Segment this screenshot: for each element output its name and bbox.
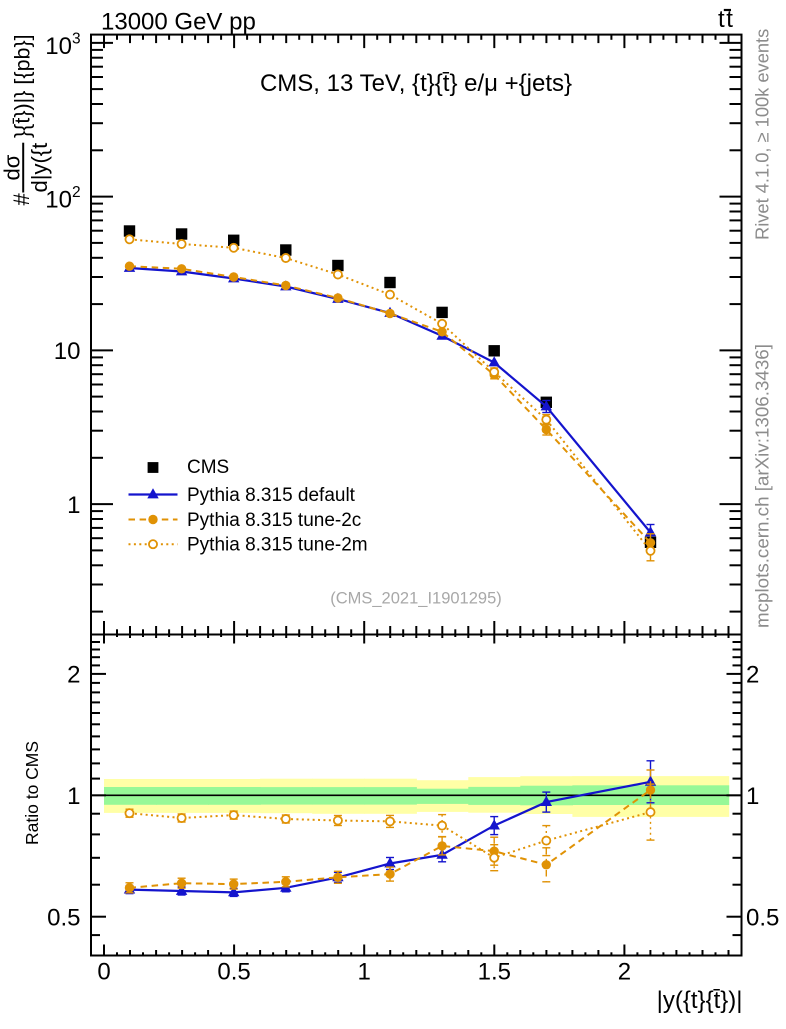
svg-text:CMS, 13 TeV, {t}{t̄} e/μ +{jet: CMS, 13 TeV, {t}{t̄} e/μ +{jets} <box>260 70 572 97</box>
svg-text:Pythia 8.315 default: Pythia 8.315 default <box>187 485 356 506</box>
svg-text:d|y({t: d|y({t <box>27 143 52 193</box>
svg-text:10: 10 <box>45 187 72 214</box>
svg-text:0: 0 <box>97 959 110 986</box>
svg-text:1: 1 <box>358 959 371 986</box>
svg-text:|y({t}{t̄})|: |y({t}{t̄})| <box>657 987 743 1014</box>
svg-text:1.5: 1.5 <box>478 959 511 986</box>
svg-text:t: t <box>726 6 733 33</box>
svg-text:2: 2 <box>618 959 631 986</box>
svg-text:Pythia 8.315 tune-2c: Pythia 8.315 tune-2c <box>187 510 361 531</box>
svg-text:10: 10 <box>45 33 72 60</box>
svg-text:0.5: 0.5 <box>47 904 80 931</box>
svg-text:2: 2 <box>72 184 81 201</box>
svg-text:t: t <box>718 6 725 33</box>
svg-text:#: # <box>9 193 34 206</box>
svg-text:mcplots.cern.ch [arXiv:1306.34: mcplots.cern.ch [arXiv:1306.3436] <box>752 344 773 628</box>
svg-text:1: 1 <box>67 492 80 519</box>
svg-text:dσ: dσ <box>0 154 25 180</box>
svg-text:(CMS_2021_I1901295): (CMS_2021_I1901295) <box>330 590 502 608</box>
svg-text:0.5: 0.5 <box>217 959 250 986</box>
svg-text:0.5: 0.5 <box>746 904 779 931</box>
svg-text:Ratio to CMS: Ratio to CMS <box>22 741 42 845</box>
svg-text:10: 10 <box>54 338 81 365</box>
svg-text:Pythia 8.315 tune-2m: Pythia 8.315 tune-2m <box>187 535 368 556</box>
svg-text:}{t̄})|} [{pb}]: }{t̄})|} [{pb}] <box>11 34 35 138</box>
svg-text:2: 2 <box>746 662 759 689</box>
svg-text:Rivet 4.1.0, ≥ 100k events: Rivet 4.1.0, ≥ 100k events <box>752 29 773 240</box>
svg-text:13000 GeV pp: 13000 GeV pp <box>101 8 256 35</box>
svg-text:CMS: CMS <box>187 457 229 478</box>
svg-text:3: 3 <box>72 31 81 48</box>
svg-text:1: 1 <box>67 783 80 810</box>
svg-text:2: 2 <box>67 662 80 689</box>
svg-text:1: 1 <box>746 783 759 810</box>
